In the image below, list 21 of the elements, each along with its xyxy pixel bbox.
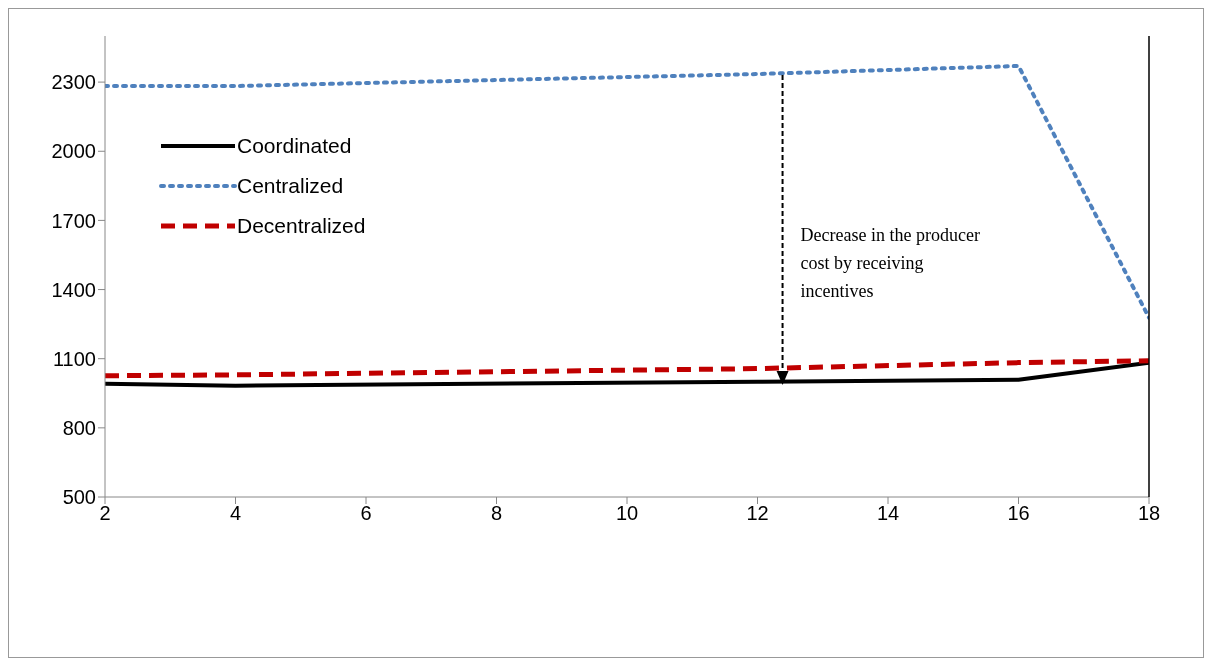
y-tick-label: 2300	[51, 71, 96, 94]
x-tick-label: 18	[1137, 502, 1161, 525]
line-series	[105, 63, 1149, 320]
x-tick-label: 10	[615, 502, 639, 525]
y-tick-label: 1400	[51, 278, 96, 301]
x-tick-label: 8	[490, 502, 503, 525]
legend-label: Centralized	[237, 174, 344, 198]
x-tick-label: 14	[876, 502, 900, 525]
x-tick-label: 6	[360, 502, 372, 525]
legend-label: Coordinated	[237, 134, 352, 158]
x-tick-label: 4	[229, 502, 242, 525]
x-tick-label: 16	[1007, 502, 1030, 525]
y-tick-label: 1700	[51, 209, 96, 232]
legend-label: Decentralized	[237, 214, 366, 238]
annotation: Decrease in the producer cost by receiving incentives	[800, 224, 981, 303]
x-tick-label: 2	[99, 502, 111, 525]
y-tick-label: 500	[62, 486, 96, 509]
y-tick-label: 1100	[52, 347, 96, 370]
x-tick-label: 12	[746, 502, 769, 525]
y-tick-label: 2000	[51, 140, 96, 163]
y-tick-label: 800	[62, 416, 96, 439]
